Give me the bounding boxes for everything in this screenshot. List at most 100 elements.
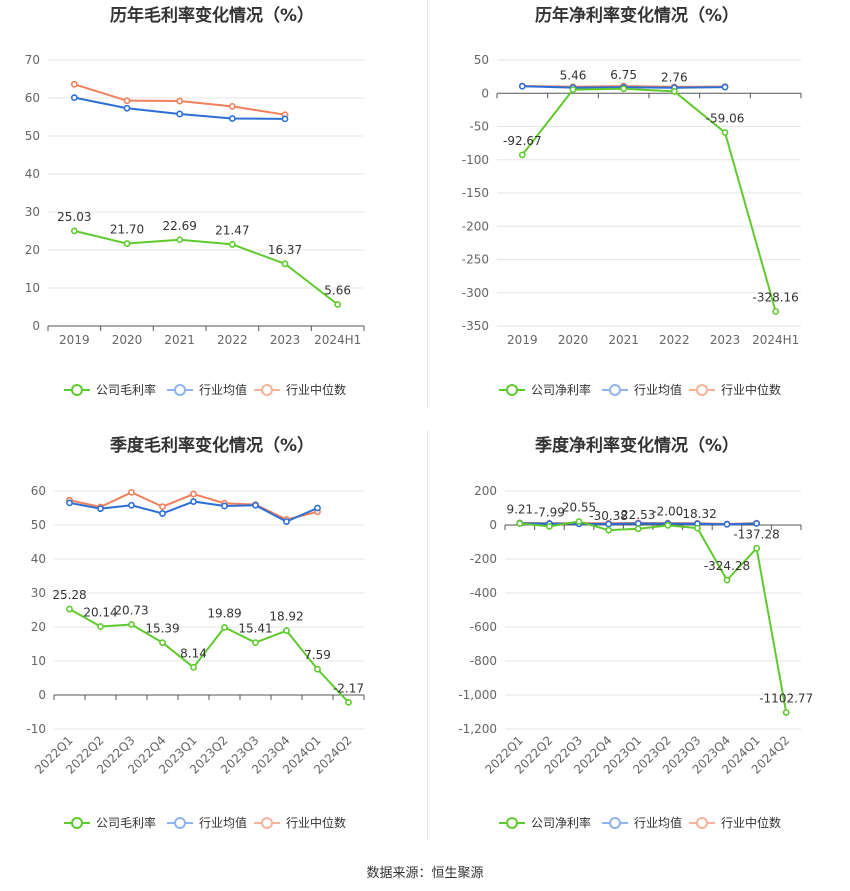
data-label: 21.47 [215,223,249,237]
data-point [97,505,104,513]
data-label: 25.28 [52,588,86,602]
data-point [782,709,790,716]
y-tick-label: -100 [462,153,489,167]
data-point [70,94,78,102]
data-label: -324.28 [704,559,750,573]
divider-top [427,0,428,408]
data-point [228,241,236,248]
legend-label: 行业中位数 [721,382,781,397]
data-label: 20.73 [114,604,148,618]
legend-label: 公司净利率 [531,382,591,397]
legend-label: 行业均值 [634,382,682,397]
y-tick-label: 0 [489,518,497,532]
data-point [123,97,131,105]
legend-label: 行业中位数 [286,815,346,830]
y-tick-label: 10 [25,281,40,295]
data-point [190,490,197,498]
y-tick-label: -400 [470,586,497,600]
data-point [314,504,321,512]
data-point [221,502,228,510]
annual-net-margin-svg: 历年净利率变化情况（%） -350 -300 -250 -200 -150 -100 -50 0… [462,5,802,397]
y-tick-label: 20 [25,243,40,257]
legend-label: 行业均值 [199,382,247,397]
data-point [664,521,672,529]
legend-marker [696,384,708,396]
data-point [281,115,289,123]
data-point [518,82,526,90]
x-tick-label: 2019 [59,333,90,347]
data-point [670,88,678,95]
data-point [575,518,583,525]
data-point [176,236,184,244]
data-label: 21.70 [110,223,144,237]
legend-marker [261,817,273,829]
legend-marker [261,384,273,396]
x-tick-label: 2021 [164,333,195,347]
data-source-footer: 数据来源：恒生聚源 [366,866,484,881]
data-label: -328.16 [753,290,799,304]
series-line [521,87,777,312]
data-label: 6.75 [610,68,637,82]
data-label: 20.14 [83,606,117,620]
y-tick-label: 10 [31,654,46,668]
data-point [252,639,259,647]
data-point [159,639,166,647]
chart-title: 季度毛利率变化情况（%） [110,435,314,456]
legend-label: 公司净利率 [531,815,591,830]
data-point [128,621,135,628]
x-tick-label: 2019 [507,333,538,347]
data-label: 5.46 [560,69,587,83]
data-point [518,151,526,159]
y-tick-label: -200 [470,552,497,566]
y-tick-label: 20 [31,620,46,634]
data-label: 15.41 [238,622,272,636]
y-tick-label: 0 [38,688,46,702]
data-point [283,627,290,635]
y-tick-label: 200 [474,484,497,498]
chart-title: 历年毛利率变化情况（%） [110,5,314,26]
y-tick-label: 50 [25,129,40,143]
y-tick-label: 40 [25,167,40,181]
chart-annual-net-margin: 历年净利率变化情况（%） -350 -300 -250 -200 -150 -100 -50 0… [425,0,850,430]
legend-marker [609,384,621,396]
data-point [516,520,524,527]
x-tick-label: 2021 [608,333,639,347]
data-label: 9.21 [506,502,533,516]
data-point [66,499,73,507]
data-label: 2.76 [661,70,688,84]
legend-label: 行业均值 [199,815,247,830]
data-label: 25.03 [57,210,91,224]
data-point [753,520,760,527]
data-point [772,308,780,315]
y-tick-label: 60 [25,91,40,105]
y-tick-label: -800 [470,654,497,668]
data-point [159,510,166,517]
legend-label: 行业均值 [634,815,682,830]
y-tick-label: -300 [462,286,489,300]
legend-marker [174,384,186,396]
data-label: 19.89 [207,606,241,620]
legend-label: 行业中位数 [286,382,346,397]
data-point [70,80,78,88]
data-point [281,260,289,268]
data-label: -30.38 [589,509,628,523]
data-label: -92.67 [503,134,542,148]
legend-marker [71,817,83,829]
y-tick-label: 50 [31,518,46,532]
x-tick-label: 2023 [270,333,301,347]
data-point [546,522,553,530]
x-tick-label: 2020 [112,333,143,347]
data-point [123,240,131,247]
data-point [634,525,642,533]
data-label: -18.32 [678,507,717,521]
y-tick-label: 0 [32,319,40,333]
data-label: 5.66 [324,283,351,297]
legend-marker [696,817,708,829]
y-tick-label: 70 [25,53,40,67]
data-point [97,623,104,630]
data-point [190,663,197,671]
y-tick-label: 30 [25,205,40,219]
x-tick-label: 2022 [659,333,690,347]
chart-title: 历年净利率变化情况（%） [535,5,739,26]
data-point [66,605,73,613]
